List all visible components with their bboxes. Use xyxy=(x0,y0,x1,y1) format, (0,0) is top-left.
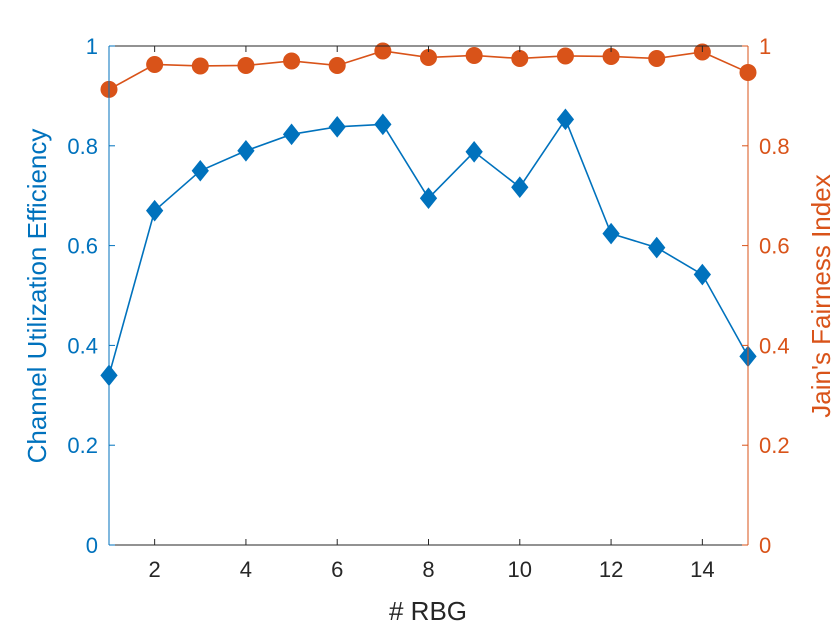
series-0-point-9 xyxy=(511,176,529,199)
x-axis-title: # RBG xyxy=(389,596,467,626)
y-right-tick-label-1: 0.2 xyxy=(759,433,790,458)
series-1-point-4 xyxy=(283,52,301,70)
series-0-point-6 xyxy=(374,113,392,136)
series-1-point-12 xyxy=(648,49,666,67)
y-left-tick-label-5: 1 xyxy=(86,34,98,59)
y-axis-right-title: Jain's Fairness Index xyxy=(806,174,836,417)
series-1-point-2 xyxy=(191,57,209,75)
series-0-point-12 xyxy=(648,236,666,259)
y-left-tick-label-2: 0.4 xyxy=(67,333,98,358)
x-tick-label-2: 6 xyxy=(331,557,343,582)
y-right-tick-label-2: 0.4 xyxy=(759,333,790,358)
y-left-tick-label-4: 0.8 xyxy=(67,134,98,159)
series-0-point-11 xyxy=(602,222,620,245)
series-0-point-10 xyxy=(556,108,575,131)
series-1-point-10 xyxy=(556,47,574,65)
series-0-point-1 xyxy=(146,199,164,222)
y-right-tick-label-0: 0 xyxy=(759,533,771,558)
x-tick-label-3: 8 xyxy=(422,557,434,582)
series-0-point-7 xyxy=(419,187,438,209)
series-0-point-8 xyxy=(465,140,483,163)
series-1-point-3 xyxy=(237,56,255,74)
plot-area xyxy=(109,46,748,545)
series-1-point-9 xyxy=(511,49,529,67)
y-left-tick-label-0: 0 xyxy=(86,533,98,558)
series-0-point-2 xyxy=(191,159,209,182)
x-tick-label-0: 2 xyxy=(149,557,161,582)
series-0-point-4 xyxy=(282,123,301,146)
plot-background xyxy=(109,46,748,545)
y-left-tick-label-3: 0.6 xyxy=(67,234,98,259)
x-tick-label-1: 4 xyxy=(240,557,252,582)
x-tick-label-6: 14 xyxy=(690,557,714,582)
y-right-tick-label-5: 1 xyxy=(759,34,771,59)
series-1-point-5 xyxy=(328,56,346,74)
x-tick-label-5: 12 xyxy=(599,557,623,582)
y-left-tick-label-1: 0.2 xyxy=(67,433,98,458)
y-axis-left-title: Channel Utilization Efficiency xyxy=(22,129,52,464)
x-tick-label-4: 10 xyxy=(508,557,532,582)
series-1-point-8 xyxy=(465,46,483,64)
y-right-tick-label-3: 0.6 xyxy=(759,234,790,259)
series-1-point-1 xyxy=(146,55,164,73)
series-0-point-5 xyxy=(328,116,346,138)
series-1-point-6 xyxy=(374,42,392,60)
y-right-tick-label-4: 0.8 xyxy=(759,134,790,159)
series-0-point-3 xyxy=(237,139,255,162)
series-0-point-13 xyxy=(693,263,711,286)
